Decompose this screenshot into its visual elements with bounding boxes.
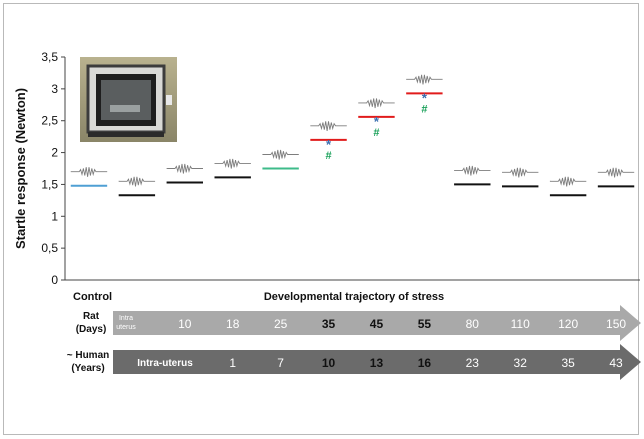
significance-hash: #: [325, 150, 331, 162]
rat-age-value: 150: [606, 317, 626, 331]
human-values: 1 7 10 13 16 23 32 35 43: [229, 356, 623, 370]
startle-waveform: [406, 74, 443, 85]
human-first-label: Intra-uterus: [137, 358, 193, 369]
human-age-value: 32: [514, 356, 528, 370]
rat-timeline-arrow: [113, 305, 641, 341]
rat-timeline-label: Rat: [83, 311, 100, 322]
rat-values: 10 18 25 35 45 55 80 110 120 150: [178, 317, 626, 331]
startle-waveform: [454, 165, 491, 176]
rat-timeline-unit: (Days): [76, 324, 107, 335]
startle-waveform: [501, 167, 539, 178]
rat-age-value: 18: [226, 317, 240, 331]
startle-waveform: [214, 158, 251, 169]
rat-timeline: Rat (Days) Intra uterus 10 18 25 35 45 55 80 11…: [76, 305, 641, 341]
startle-waveform: [358, 98, 395, 109]
human-age-value: 35: [561, 356, 575, 370]
rat-age-value: 10: [178, 317, 192, 331]
marks-layer: *#*#*#: [70, 74, 635, 197]
startle-waveform: [70, 167, 108, 177]
rat-age-value: 55: [418, 317, 432, 331]
startle-waveform: [166, 163, 203, 174]
y-tick-label: 3,5: [41, 50, 58, 64]
startle-chamber-photo-icon: [80, 57, 177, 142]
rat-age-value: 25: [274, 317, 288, 331]
human-age-value: 10: [322, 356, 336, 370]
rat-age-value: 45: [370, 317, 384, 331]
axis-layer: 0 0,5 1 1,5 2 2,5 3 3,5 Startle response (Newton…: [13, 50, 640, 287]
startle-waveform: [310, 121, 347, 131]
human-age-value: 7: [277, 356, 284, 370]
x-label-control: Control: [73, 291, 112, 303]
y-tick-label: 2: [51, 146, 58, 160]
y-tick-label: 3: [51, 82, 58, 96]
y-axis-label: Startle response (Newton): [13, 88, 28, 249]
significance-star: *: [326, 137, 332, 152]
significance-hash: #: [421, 103, 427, 115]
rat-age-value: 80: [466, 317, 480, 331]
human-age-value: 16: [418, 356, 432, 370]
human-age-value: 23: [466, 356, 480, 370]
startle-waveform: [262, 149, 299, 160]
human-timeline-arrow: [113, 344, 641, 380]
human-timeline: ~ Human (Years) Intra-uterus 1 7 10 13 16 23 3…: [67, 344, 641, 380]
rat-age-value: 110: [511, 317, 530, 331]
rat-age-value: 35: [322, 317, 336, 331]
startle-waveform: [118, 176, 156, 187]
human-timeline-unit: (Years): [71, 363, 104, 374]
startle-waveform: [549, 176, 587, 187]
y-tick-label: 0,5: [41, 241, 58, 255]
human-timeline-label: ~ Human: [67, 350, 110, 361]
y-tick-label: 0: [51, 273, 58, 287]
significance-star: *: [374, 114, 380, 129]
y-tick-label: 1: [51, 209, 58, 223]
x-label-trajectory: Developmental trajectory of stress: [264, 291, 444, 303]
significance-star: *: [422, 90, 428, 105]
rat-first-label-line1: Intra: [119, 315, 133, 322]
human-age-value: 43: [609, 356, 623, 370]
human-age-value: 1: [229, 356, 236, 370]
y-tick-label: 2,5: [41, 114, 58, 128]
figure-border: [3, 3, 639, 435]
significance-hash: #: [373, 127, 379, 139]
rat-first-label-line2: uterus: [116, 324, 136, 331]
y-tick-label: 1,5: [41, 177, 58, 191]
rat-age-value: 120: [558, 317, 578, 331]
startle-waveform: [597, 167, 635, 178]
human-age-value: 13: [370, 356, 384, 370]
